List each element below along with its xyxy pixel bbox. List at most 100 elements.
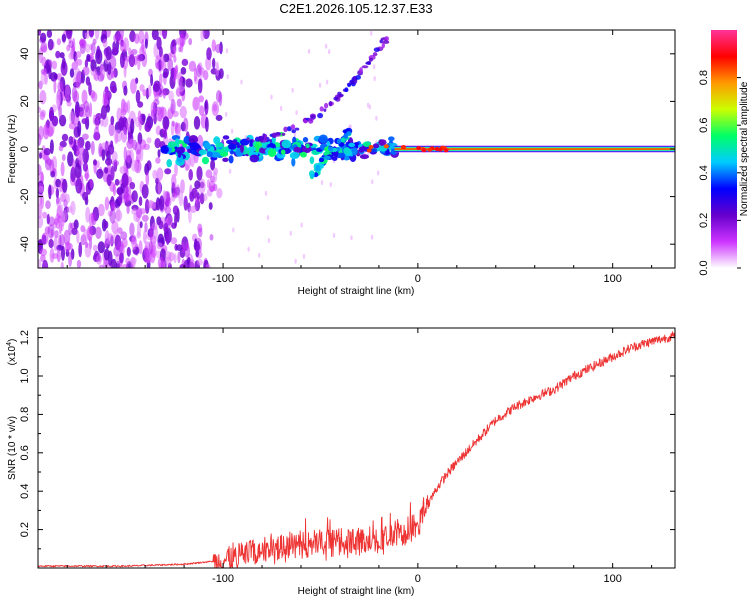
heat-cell (317, 112, 324, 119)
heat-cell (38, 185, 45, 193)
heat-cell (86, 53, 91, 62)
heat-cell (145, 172, 150, 186)
heat-cell (123, 184, 129, 200)
heat-cell (168, 90, 174, 102)
heat-cell (347, 83, 351, 88)
x-tick-label: -100 (212, 573, 234, 585)
heat-cell (76, 230, 80, 244)
heat-cell (113, 245, 121, 257)
heat-cell (308, 118, 314, 124)
heat-cell (129, 222, 135, 237)
heat-cell (231, 128, 234, 134)
heat-cell (290, 124, 296, 130)
heat-cell (368, 57, 373, 62)
heat-cell (379, 39, 384, 44)
heat-cell (81, 89, 88, 105)
heat-cell (129, 182, 136, 190)
heat-cell (379, 140, 385, 146)
heat-cell (267, 148, 277, 158)
heat-cell (116, 188, 123, 195)
heat-cell (209, 234, 214, 241)
heat-cell (228, 155, 234, 164)
heat-cell (215, 43, 222, 54)
heat-cell (82, 66, 90, 76)
heat-cell (75, 104, 81, 118)
heat-cell (344, 87, 349, 93)
heat-cell (51, 60, 58, 70)
heat-cell (155, 197, 161, 211)
heat-cell (71, 86, 78, 102)
heat-cell (155, 106, 162, 115)
heat-cell (176, 244, 183, 252)
heat-cell (157, 149, 161, 158)
heat-cell (42, 211, 48, 219)
heat-cell (38, 80, 43, 90)
heat-cell (59, 182, 63, 193)
heat-cell (196, 192, 200, 201)
heat-cell (359, 154, 369, 160)
heat-cell (39, 248, 48, 257)
heat-cell (56, 248, 61, 263)
heat-cell (68, 136, 74, 145)
spectrogram-ylabel: Frequency (Hz) (7, 115, 18, 184)
heat-cell (75, 73, 81, 89)
heat-cell (72, 159, 76, 171)
heat-cell (202, 30, 210, 40)
heat-cell (48, 184, 52, 200)
heat-cell (203, 193, 208, 202)
heat-cell (281, 132, 286, 136)
heat-cell (73, 138, 77, 155)
heat-cell (215, 61, 220, 77)
heat-cell (119, 52, 125, 68)
heat-cell (96, 168, 104, 179)
heat-cell (383, 144, 389, 149)
heat-cell (291, 157, 296, 167)
heat-cell (85, 241, 89, 248)
heat-cell (249, 142, 253, 147)
heat-cell (103, 220, 109, 229)
heat-cell (170, 237, 178, 245)
heat-cell (94, 30, 100, 40)
heat-cell (205, 263, 211, 268)
heat-cell (325, 79, 329, 85)
heat-cell (240, 79, 243, 85)
heat-cell (174, 191, 178, 199)
heat-cell (100, 105, 107, 120)
heat-cell (416, 146, 422, 151)
heat-cell (222, 157, 229, 162)
heat-cell (90, 59, 97, 72)
heat-cell (55, 196, 60, 205)
heat-cell (74, 162, 82, 179)
heat-cell (138, 240, 143, 255)
heat-cell (218, 91, 223, 107)
heat-cell (359, 67, 363, 74)
heat-cell (427, 147, 433, 152)
heat-cell (309, 156, 315, 165)
heat-cell (50, 72, 58, 82)
heat-cell (68, 40, 74, 48)
heat-cell (82, 191, 89, 201)
heat-cell (85, 76, 91, 86)
heat-cell (211, 101, 219, 117)
heat-cell (189, 142, 200, 151)
heat-cell (61, 178, 68, 193)
heat-cell (138, 196, 143, 207)
heat-cell (123, 85, 128, 96)
heat-cell (194, 180, 201, 190)
heat-cell (85, 43, 91, 53)
heat-cell (189, 258, 195, 268)
colorbar-label: Normalized spectral amplitude (739, 81, 750, 216)
heat-cell (421, 148, 427, 153)
heat-cell (53, 235, 58, 252)
heat-cell (84, 32, 90, 39)
heat-cell (350, 235, 353, 241)
heat-cell (69, 111, 75, 124)
heat-cell (77, 120, 82, 137)
snr-ylabel: SNR (10 * v/v) (7, 416, 18, 480)
heat-cell (143, 143, 151, 150)
heat-cell (66, 100, 72, 107)
snr-multiplier-close: ) (7, 339, 18, 342)
heat-cell (171, 173, 177, 189)
heat-cell (143, 230, 147, 244)
